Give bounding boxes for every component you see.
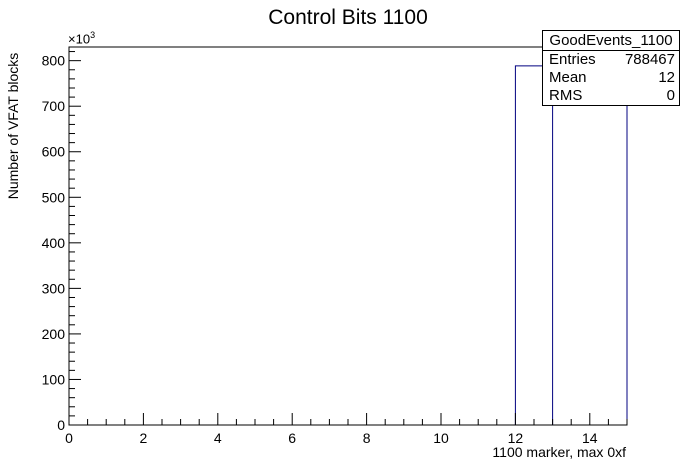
x-tick-label: 2: [140, 430, 148, 446]
stats-box-title: GoodEvents_1100: [543, 31, 679, 51]
stats-row-mean: Mean 12: [543, 69, 679, 87]
x-tick-label: 4: [214, 430, 222, 446]
stats-rms-label: RMS: [549, 87, 583, 104]
y-tick-label: 300: [42, 280, 66, 296]
x-tick-label: 0: [65, 430, 73, 446]
y-axis-label: Number of VFAT blocks: [5, 52, 21, 200]
x-tick-label: 8: [363, 430, 371, 446]
stats-row-entries: Entries 788467: [543, 51, 679, 69]
x-axis-label: 1100 marker, max 0xf: [492, 444, 626, 460]
y-tick-label: 500: [42, 189, 66, 205]
x-tick-label: 12: [508, 430, 524, 446]
y-tick-label: 700: [42, 98, 66, 114]
y-tick-label: 400: [42, 235, 66, 251]
stats-mean-value: 12: [658, 69, 675, 86]
stats-entries-value: 788467: [624, 51, 675, 68]
chart-title: Control Bits 1100: [268, 6, 428, 29]
x-tick-label: 6: [288, 430, 296, 446]
x-tick-label: 10: [433, 430, 449, 446]
stats-box: GoodEvents_1100 Entries 788467 Mean 12 R…: [542, 30, 680, 106]
y-tick-label: 100: [42, 371, 66, 387]
y-axis-multiplier: ×103: [68, 30, 96, 47]
stats-row-rms: RMS 0: [543, 87, 679, 105]
y-tick-label: 0: [57, 417, 65, 433]
stats-entries-label: Entries: [549, 51, 596, 68]
stats-rms-value: 0: [666, 87, 675, 104]
y-tick-label: 600: [42, 144, 66, 160]
y-tick-label: 800: [42, 53, 66, 69]
stats-mean-label: Mean: [549, 69, 587, 86]
x-tick-label: 14: [582, 430, 598, 446]
y-tick-label: 200: [42, 326, 66, 342]
